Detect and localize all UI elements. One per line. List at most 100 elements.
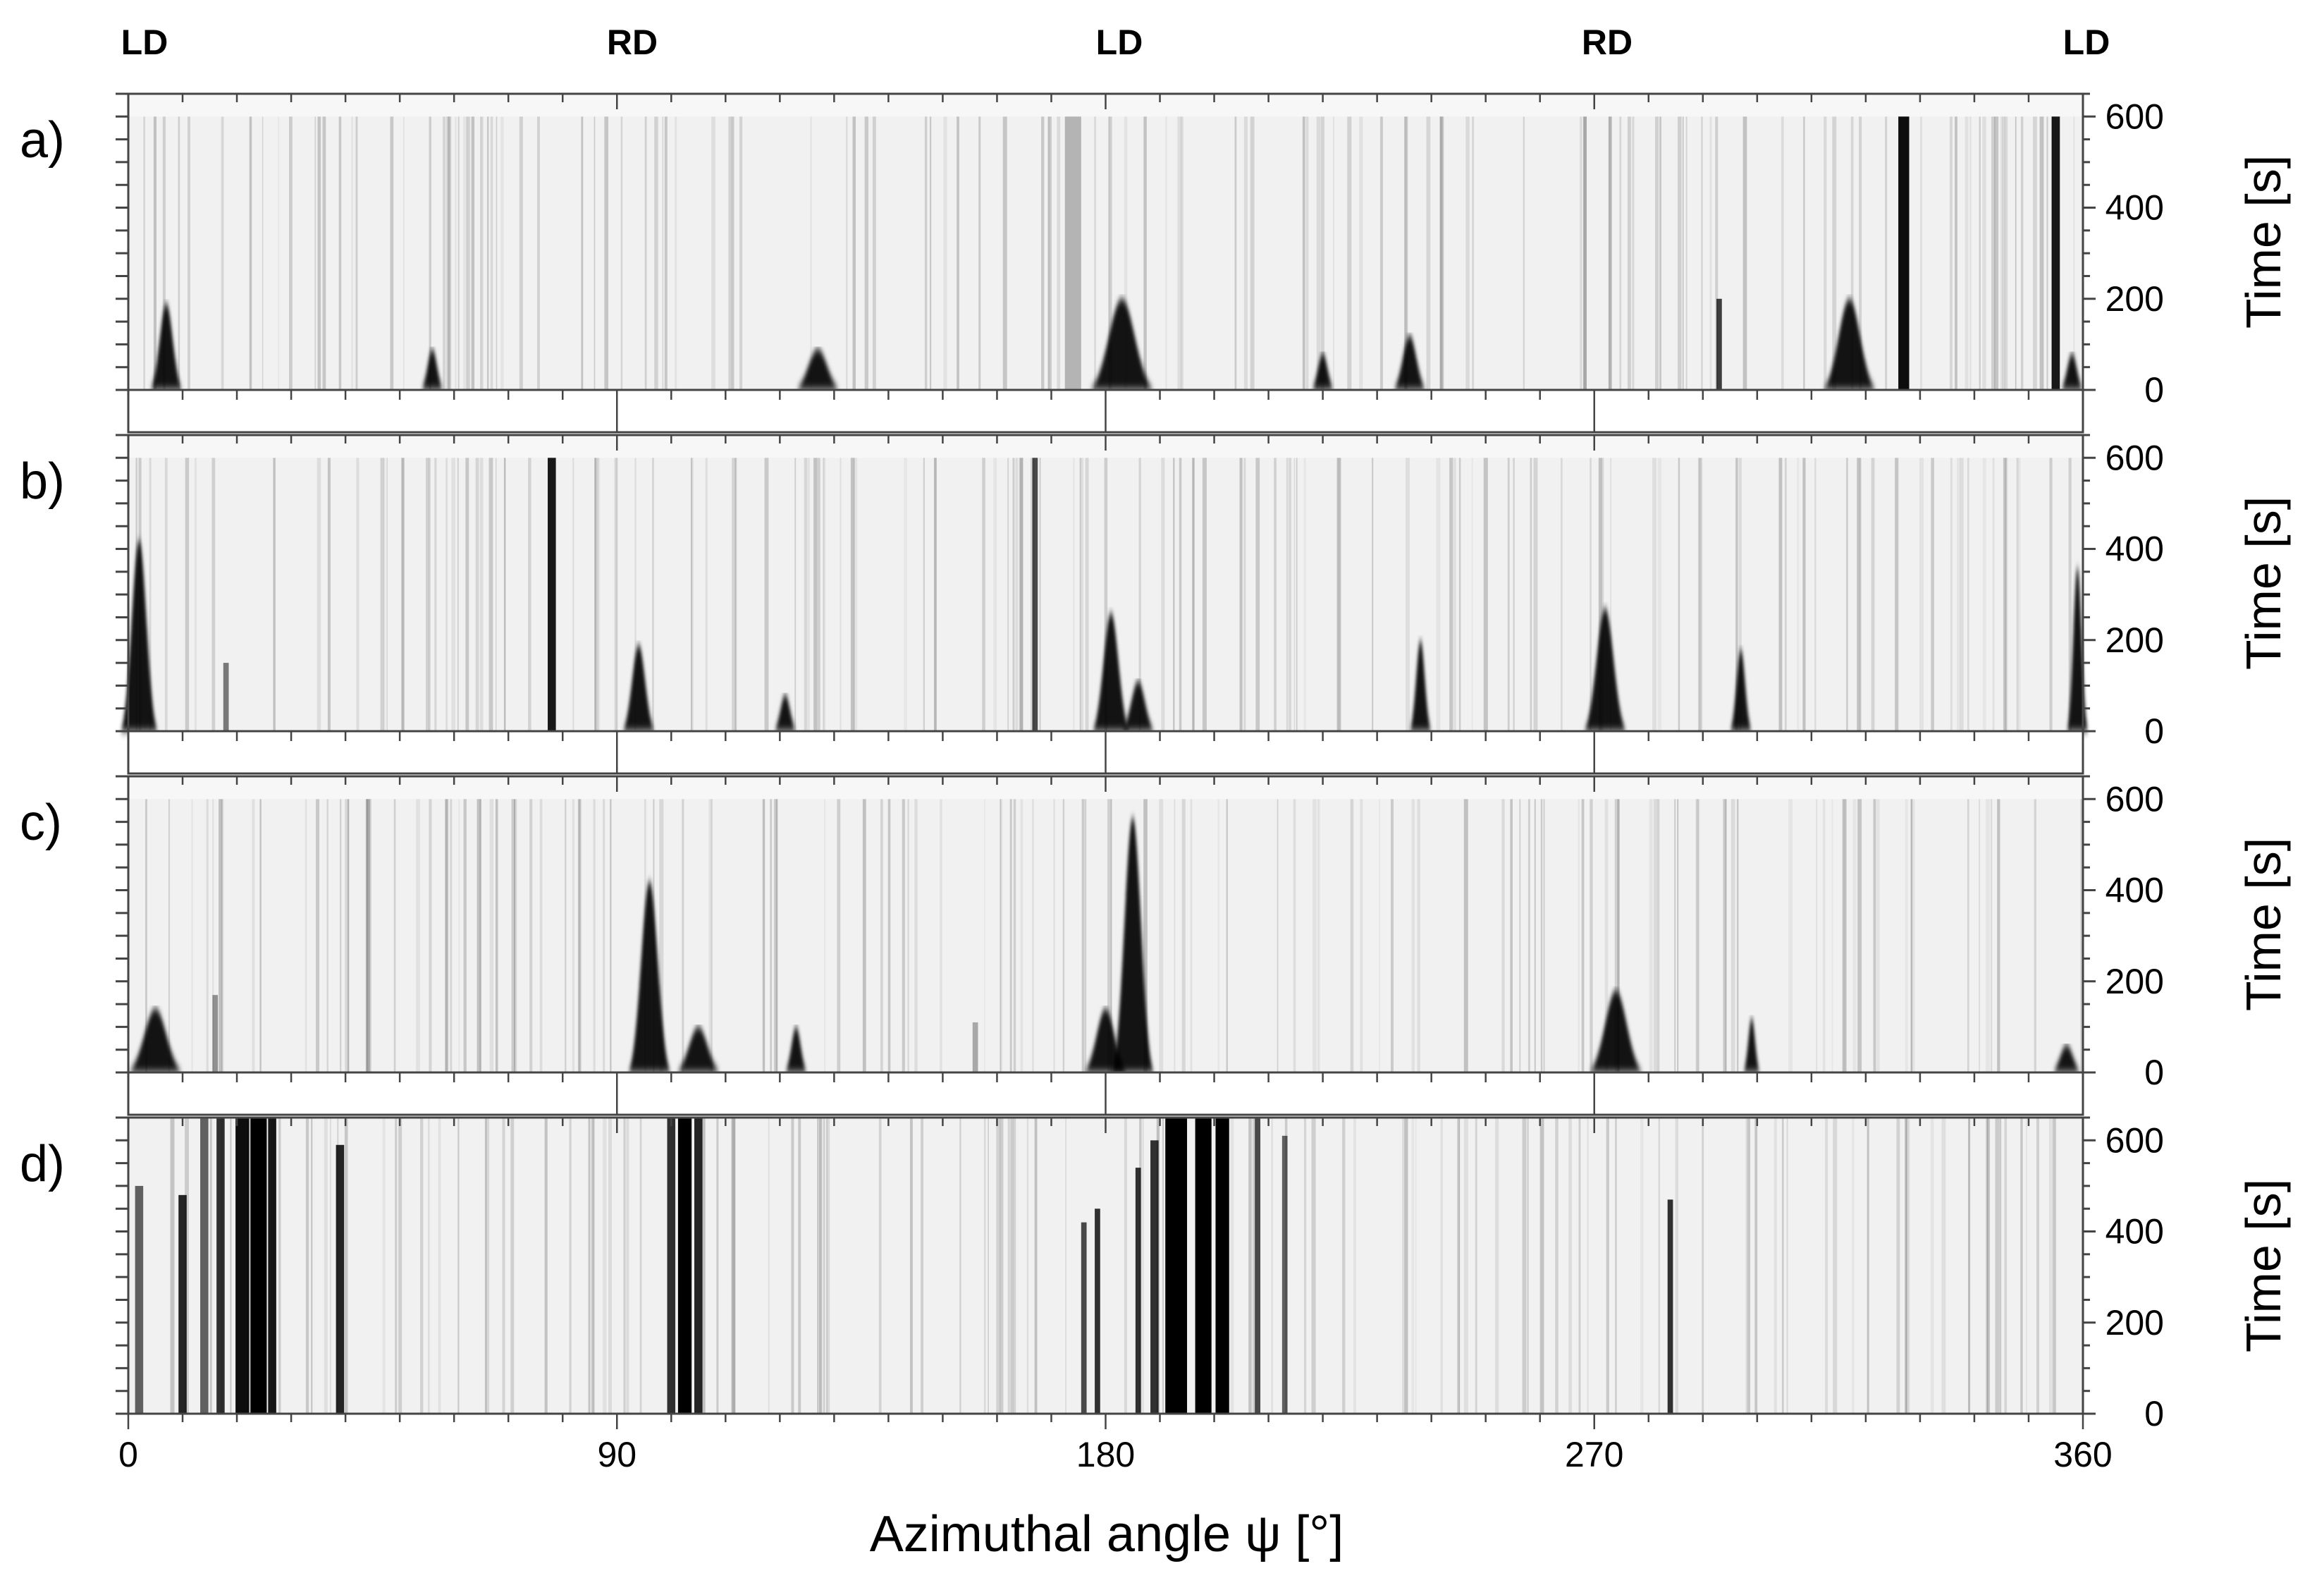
background-streak [1885,116,1888,391]
background-streak [355,116,357,391]
background-streak [1411,1118,1415,1414]
background-streak [314,116,316,391]
background-streak [1919,458,1924,731]
background-streak [1274,458,1277,731]
background-streak [1379,116,1383,391]
background-streak [262,116,264,391]
background-streak [1179,458,1182,731]
background-streak [1007,458,1009,731]
background-streak [880,799,883,1072]
background-streak [1288,458,1292,731]
background-streak [1239,458,1243,731]
background-streak [420,1118,424,1414]
background-streak [1439,116,1443,391]
background-streak [1736,799,1739,1072]
intensity-streak [677,1118,692,1414]
background-streak [872,116,876,391]
background-streak [708,799,713,1072]
background-streak [1104,458,1108,731]
background-streak [1698,458,1701,731]
background-streak [773,799,778,1072]
background-streak [434,458,437,731]
background-streak [278,116,280,391]
background-streak [1350,799,1354,1072]
background-streak [1822,799,1826,1072]
background-streak [1226,799,1228,1072]
background-streak [823,1118,825,1414]
background-streak [1019,458,1023,731]
background-streak [828,1118,830,1414]
background-streak [810,116,812,391]
background-streak [278,1118,281,1414]
background-streak [484,1118,487,1414]
intensity-streak [1095,1209,1100,1414]
background-streak [2049,1118,2051,1414]
background-streak [1814,458,1816,731]
background-streak [1831,799,1833,1072]
background-streak [1138,458,1141,731]
background-streak [429,799,432,1072]
background-streak [519,116,523,391]
background-streak [449,799,453,1072]
background-streak [572,458,574,731]
background-streak [1000,799,1002,1072]
background-streak [457,1118,460,1414]
background-streak [2053,1118,2057,1414]
background-streak [1110,799,1112,1072]
background-streak [1992,458,1995,731]
background-streak [1816,799,1818,1072]
x-tick-label: 270 [1565,1435,1623,1474]
background-streak [1604,799,1609,1072]
background-streak [1342,1118,1346,1414]
background-streak [615,458,618,731]
intensity-streak [235,1118,250,1414]
background-streak [1293,799,1296,1072]
intensity-streak [1255,1118,1261,1414]
background-streak [1580,116,1582,391]
heatmap-field [128,116,2083,391]
background-streak [907,799,909,1072]
background-streak [603,799,605,1072]
background-streak [662,116,664,391]
intensity-peak [1092,613,1131,731]
background-streak [438,1118,441,1414]
background-streak [1678,458,1680,731]
background-streak [1617,799,1620,1072]
background-streak [597,458,599,731]
background-streak [1986,1118,1991,1414]
background-streak [1896,1118,1900,1414]
background-streak [702,1118,706,1414]
background-streak [1784,458,1787,731]
background-streak [768,1118,770,1414]
background-streak [1522,1118,1527,1414]
background-streak [149,458,152,731]
background-streak [1026,1118,1029,1414]
background-streak [1094,116,1096,391]
background-streak [1047,116,1052,391]
background-streak [1561,458,1563,731]
background-streak [904,458,907,731]
background-streak [2068,458,2072,731]
background-streak [1653,799,1657,1072]
background-streak [2036,1118,2040,1414]
heatmap-field [128,1118,2083,1414]
background-streak [1850,116,1854,391]
background-streak [1555,1118,1558,1414]
background-streak [1302,116,1305,391]
background-streak [565,799,567,1072]
background-streak [982,458,985,731]
background-streak [1523,116,1525,391]
background-streak [185,458,190,731]
background-streak [2016,458,2021,731]
intensity-peak [1730,649,1752,731]
background-streak [2003,458,2007,731]
panel-label: d) [20,1136,65,1192]
background-streak [1674,799,1676,1072]
y-tick-label: 0 [2144,1053,2164,1092]
panel-label: c) [20,795,62,851]
dir-label-ld-0: LD [121,23,168,62]
background-streak [1483,458,1488,731]
background-streak [1085,458,1089,731]
background-streak [537,116,540,391]
background-streak [1449,458,1453,731]
